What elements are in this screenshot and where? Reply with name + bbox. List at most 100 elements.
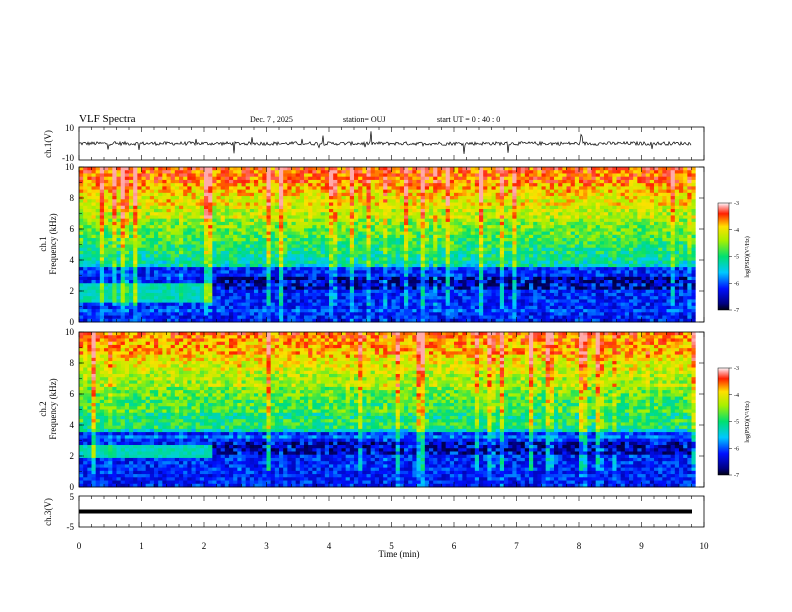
spectrogram-cell bbox=[466, 234, 472, 239]
spectrogram-cell bbox=[199, 196, 205, 200]
spectrogram-cell bbox=[587, 234, 592, 239]
spectrogram-cell bbox=[637, 208, 642, 213]
spectrogram-cell bbox=[470, 202, 476, 207]
spectrogram-cell bbox=[491, 167, 497, 171]
spectrogram-cell bbox=[266, 218, 272, 223]
spectrogram-cell bbox=[79, 199, 84, 203]
spectrogram-cell bbox=[295, 238, 301, 242]
spectrogram-cell bbox=[458, 212, 463, 216]
spectrogram-cell bbox=[649, 263, 655, 268]
spectrogram-cell bbox=[91, 267, 97, 271]
spectrogram-cell bbox=[295, 170, 301, 174]
spectrogram-cell bbox=[270, 199, 276, 203]
spectrogram-cell bbox=[337, 212, 342, 216]
spectrogram-cell bbox=[454, 263, 459, 268]
spectrogram-cell bbox=[470, 260, 476, 265]
spectrogram-cell bbox=[508, 215, 513, 220]
spectrogram-cell bbox=[237, 170, 242, 174]
spectrogram-cell bbox=[108, 228, 113, 232]
spectrogram-cell bbox=[212, 186, 217, 191]
spectrogram-cell bbox=[566, 228, 572, 232]
spectrogram-cell bbox=[654, 215, 659, 220]
spectrogram-cell bbox=[283, 270, 288, 274]
spectrogram-cell bbox=[112, 225, 117, 229]
spectrogram-cell bbox=[424, 244, 430, 249]
spectrogram-cell bbox=[341, 202, 347, 207]
spectrogram-cell bbox=[566, 234, 572, 239]
spectrogram-cell bbox=[641, 218, 647, 223]
spectrogram-cell bbox=[312, 183, 317, 187]
spectrogram-cell bbox=[245, 176, 251, 181]
spectrogram-cell bbox=[441, 196, 447, 200]
spectrogram-cell bbox=[645, 192, 651, 197]
spectrogram-cell bbox=[587, 186, 592, 191]
spectrogram-cell bbox=[79, 218, 84, 223]
spectrogram-cell bbox=[108, 267, 113, 271]
spectrogram-cell bbox=[574, 199, 580, 203]
spectrogram-cell bbox=[308, 179, 313, 184]
spectrogram-cell bbox=[212, 244, 217, 249]
spectrogram-cell bbox=[695, 176, 701, 181]
spectrogram-cell bbox=[654, 238, 659, 242]
spectrogram-cell bbox=[324, 186, 330, 191]
spectrogram-cell bbox=[141, 196, 147, 200]
spectrogram-cell bbox=[474, 186, 480, 191]
spectrogram-cell bbox=[545, 173, 551, 178]
spectrogram-cell bbox=[674, 196, 680, 200]
spectrogram-cell bbox=[566, 257, 572, 262]
spectrogram-cell bbox=[695, 202, 701, 207]
spectrogram-cell bbox=[129, 263, 134, 268]
spectrogram-cell bbox=[258, 247, 263, 252]
spectrogram-cell bbox=[670, 228, 676, 232]
spectrogram-cell bbox=[320, 212, 326, 216]
spectrogram-cell bbox=[199, 170, 205, 174]
spectrogram-cell bbox=[424, 183, 430, 187]
spectrogram-cell bbox=[412, 173, 417, 178]
spectrogram-cell bbox=[604, 254, 609, 258]
spectrogram-cell bbox=[579, 186, 584, 191]
spectrogram-cell bbox=[445, 202, 451, 207]
spectrogram-cell bbox=[699, 260, 705, 265]
spectrogram-cell bbox=[412, 192, 417, 197]
spectrogram-cell bbox=[299, 202, 305, 207]
spectrogram-cell bbox=[466, 250, 472, 255]
spectrogram-cell bbox=[149, 244, 155, 249]
spectrogram-cell bbox=[158, 228, 163, 232]
spectrogram-cell bbox=[520, 208, 526, 213]
spectrogram-cell bbox=[533, 250, 538, 255]
spectrogram-cell bbox=[595, 231, 601, 236]
spectrogram-cell bbox=[562, 167, 567, 171]
spectrogram-cell bbox=[374, 225, 380, 229]
spectrogram-cell bbox=[549, 179, 555, 184]
spectrogram-cell bbox=[687, 186, 692, 191]
spectrogram-cell bbox=[191, 196, 197, 200]
spectrogram-cell bbox=[508, 254, 513, 258]
spectrogram-cell bbox=[420, 212, 426, 216]
spectrogram-cell bbox=[658, 234, 663, 239]
spectrogram-cell bbox=[191, 176, 197, 181]
spectrogram-cell bbox=[308, 199, 313, 203]
spectrogram-cell bbox=[533, 199, 538, 203]
spectrogram-cell bbox=[108, 257, 113, 262]
spectrogram-cell bbox=[374, 176, 380, 181]
spectrogram-cell bbox=[308, 202, 313, 207]
spectrogram-cell bbox=[662, 167, 667, 171]
spectrogram-cell bbox=[649, 244, 655, 249]
spectrogram-cell bbox=[699, 170, 705, 174]
spectrogram-cell bbox=[254, 247, 259, 252]
spectrogram-cell bbox=[174, 221, 180, 226]
spectrogram-cell bbox=[145, 215, 151, 220]
spectrogram-cell bbox=[612, 186, 617, 191]
spectrogram-cell bbox=[679, 231, 684, 236]
spectrogram-cell bbox=[474, 205, 480, 210]
spectrogram-cell bbox=[241, 225, 247, 229]
spectrogram-cell bbox=[541, 186, 547, 191]
spectrogram-cell bbox=[545, 257, 551, 262]
spectrogram-cell bbox=[241, 247, 247, 252]
spectrogram-cell bbox=[141, 244, 147, 249]
spectrogram-cell bbox=[645, 225, 651, 229]
spectrogram-cell bbox=[562, 173, 567, 178]
spectrogram-cell bbox=[520, 218, 526, 223]
spectrogram-cell bbox=[587, 267, 592, 271]
spectrogram-cell bbox=[199, 254, 205, 258]
